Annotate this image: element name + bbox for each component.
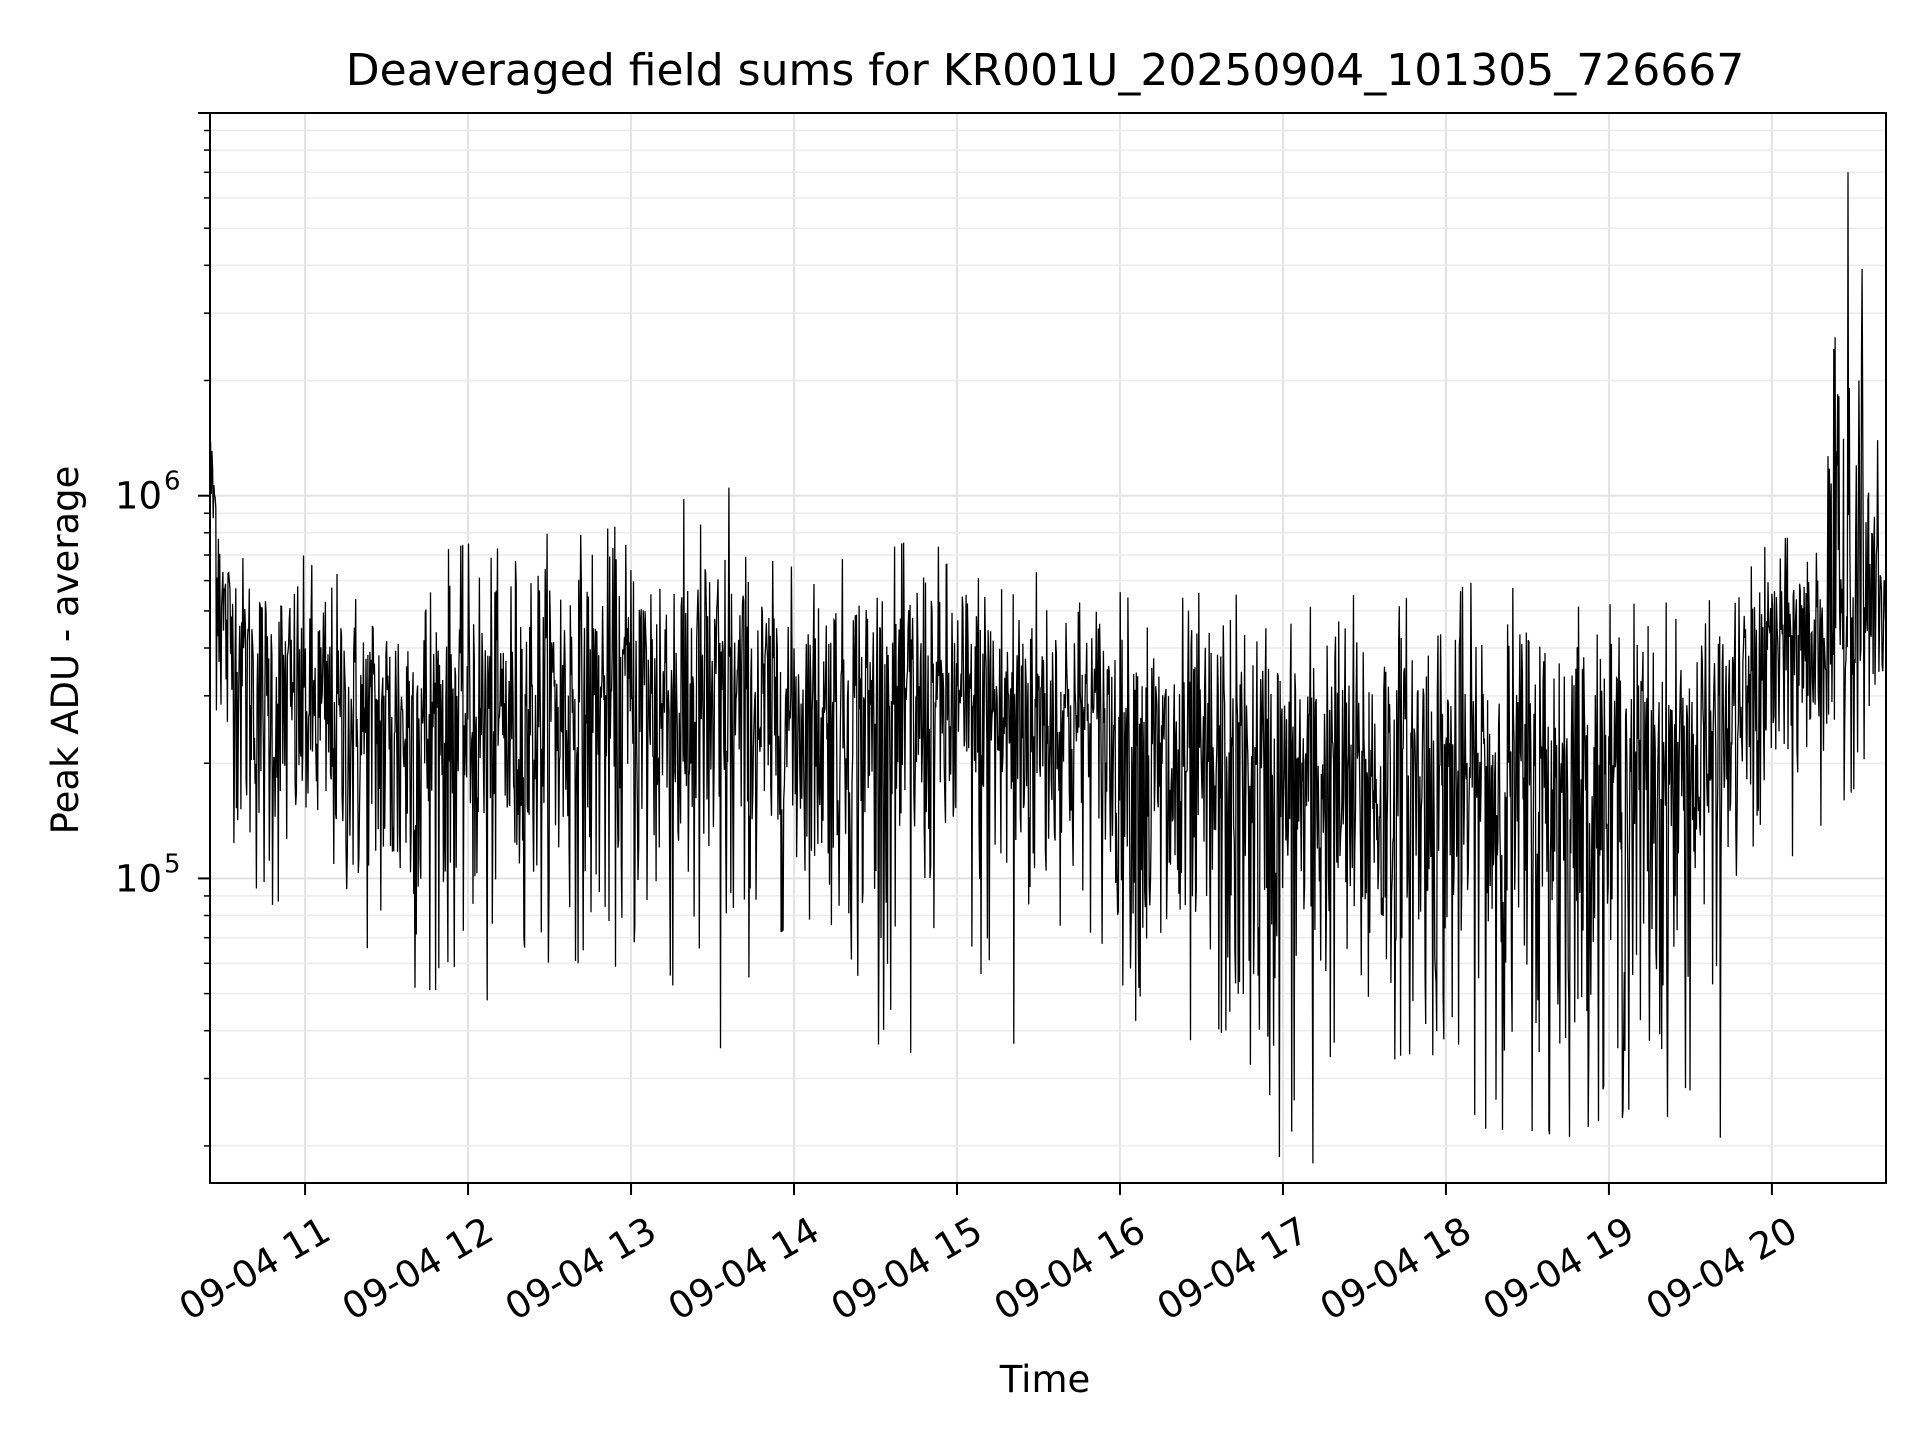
data-series bbox=[209, 172, 1887, 1164]
series-line bbox=[209, 172, 1887, 1164]
y-tick-label-base: 10 bbox=[115, 475, 162, 518]
y-axis-label: Peak ADU - average bbox=[44, 466, 87, 835]
x-axis-label: Time bbox=[999, 1358, 1091, 1401]
y-tick-label-exponent: 6 bbox=[164, 467, 181, 497]
y-tick-label-exponent: 5 bbox=[164, 849, 181, 879]
y-tick-label-base: 10 bbox=[115, 857, 162, 900]
chart-title: Deaveraged field sums for KR001U_2025090… bbox=[346, 45, 1744, 96]
